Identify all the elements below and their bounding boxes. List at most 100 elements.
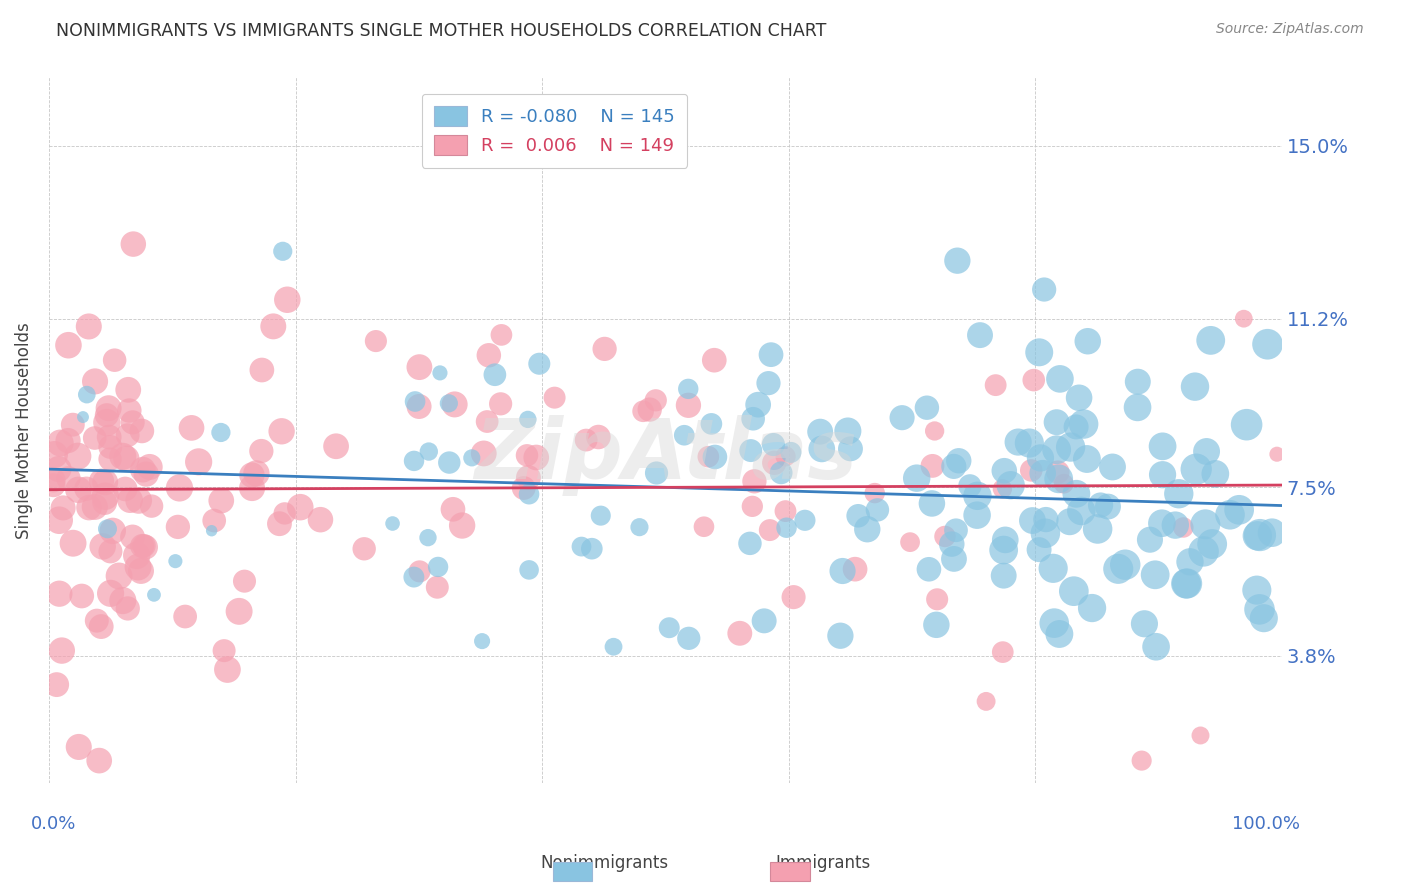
Point bbox=[1033, 283, 1056, 297]
Point bbox=[451, 518, 474, 533]
Point bbox=[575, 433, 598, 447]
Point bbox=[404, 394, 426, 409]
Point bbox=[67, 739, 90, 754]
Point bbox=[70, 589, 93, 603]
Point bbox=[782, 590, 804, 604]
Point bbox=[1233, 311, 1256, 326]
Point bbox=[1201, 537, 1223, 551]
Point bbox=[131, 539, 153, 553]
Point bbox=[517, 470, 540, 484]
Point bbox=[921, 496, 943, 510]
Point bbox=[443, 397, 465, 411]
Point bbox=[524, 450, 547, 465]
Point bbox=[125, 549, 148, 563]
Point bbox=[138, 460, 160, 475]
Point bbox=[742, 411, 765, 425]
Point bbox=[775, 504, 797, 518]
Point bbox=[763, 456, 786, 470]
Point bbox=[1126, 401, 1149, 415]
Point bbox=[62, 417, 84, 432]
Point bbox=[1227, 503, 1250, 517]
Point bbox=[86, 614, 108, 628]
Point bbox=[122, 237, 145, 252]
Point bbox=[571, 540, 593, 554]
Point bbox=[1261, 525, 1284, 540]
Point bbox=[262, 319, 284, 334]
Point bbox=[180, 421, 202, 435]
Point bbox=[418, 444, 440, 458]
Point bbox=[924, 424, 946, 438]
Point bbox=[1076, 452, 1098, 467]
Point bbox=[1167, 487, 1189, 501]
Point bbox=[114, 482, 136, 496]
Point bbox=[1063, 584, 1085, 599]
Point bbox=[408, 400, 430, 414]
Point bbox=[644, 393, 666, 408]
Point bbox=[918, 562, 941, 576]
Point bbox=[516, 412, 538, 426]
Point bbox=[441, 502, 464, 516]
Point bbox=[83, 431, 105, 445]
Point bbox=[1081, 601, 1104, 615]
Point bbox=[128, 493, 150, 508]
Point bbox=[1035, 526, 1057, 541]
Point bbox=[808, 425, 831, 439]
Point bbox=[1195, 444, 1218, 458]
Point bbox=[1047, 627, 1070, 641]
Point bbox=[201, 524, 224, 538]
Point bbox=[77, 319, 100, 334]
Point bbox=[638, 402, 661, 417]
Point bbox=[631, 404, 654, 418]
Point bbox=[1073, 417, 1095, 431]
Point bbox=[703, 353, 725, 368]
Point bbox=[1070, 504, 1092, 518]
Point bbox=[942, 459, 965, 474]
Point bbox=[75, 482, 97, 496]
Point bbox=[1021, 514, 1043, 528]
Point bbox=[1000, 478, 1022, 492]
Point bbox=[120, 493, 142, 508]
Point bbox=[1028, 542, 1050, 557]
Point bbox=[1090, 498, 1112, 512]
Point bbox=[121, 530, 143, 544]
Point bbox=[740, 443, 762, 458]
Point bbox=[118, 403, 141, 417]
Point bbox=[202, 514, 225, 528]
Point bbox=[697, 450, 720, 464]
Point bbox=[1184, 379, 1206, 393]
Point bbox=[991, 482, 1014, 496]
Point bbox=[925, 617, 948, 632]
Point bbox=[478, 348, 501, 362]
Point bbox=[353, 541, 375, 556]
Point bbox=[673, 428, 696, 442]
Point bbox=[1253, 611, 1275, 625]
Point bbox=[1249, 528, 1271, 542]
Point bbox=[1257, 337, 1279, 351]
Point bbox=[169, 481, 191, 495]
Point bbox=[100, 586, 122, 600]
Point bbox=[1035, 512, 1057, 526]
Point bbox=[90, 474, 112, 488]
Point bbox=[96, 522, 118, 536]
Point bbox=[1133, 616, 1156, 631]
Point bbox=[1059, 515, 1081, 529]
Point bbox=[93, 495, 115, 509]
Point bbox=[759, 348, 782, 362]
Point bbox=[1173, 520, 1195, 534]
Point bbox=[959, 479, 981, 493]
Point bbox=[101, 524, 124, 538]
Point bbox=[529, 357, 551, 371]
Point bbox=[1144, 567, 1167, 582]
Point bbox=[1077, 334, 1099, 349]
Point bbox=[56, 434, 79, 448]
Point bbox=[942, 552, 965, 566]
Point bbox=[91, 540, 114, 554]
Point bbox=[111, 593, 134, 607]
Point bbox=[1042, 561, 1064, 575]
Point bbox=[96, 416, 118, 430]
Point bbox=[593, 342, 616, 356]
Point bbox=[602, 640, 624, 654]
Point bbox=[1130, 754, 1153, 768]
Point bbox=[408, 360, 430, 375]
Point bbox=[72, 410, 94, 425]
